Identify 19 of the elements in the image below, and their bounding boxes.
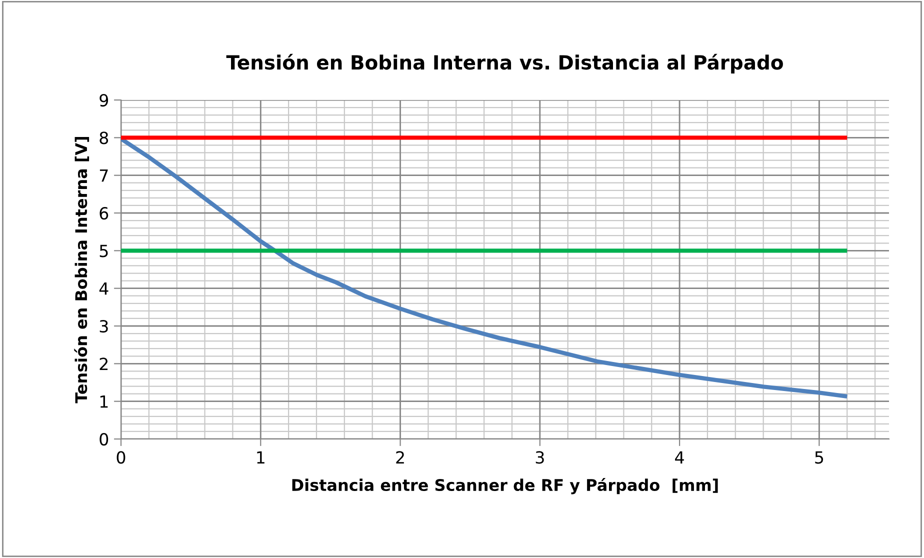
y-tick-label: 1 bbox=[100, 396, 108, 408]
y-tick-label: 8 bbox=[100, 132, 108, 144]
x-tick-label: 2 bbox=[396, 451, 404, 464]
y-tick-label: 3 bbox=[100, 320, 108, 333]
x-tick-label: 3 bbox=[536, 451, 544, 464]
y-tick-label: 9 bbox=[100, 94, 108, 107]
y-tick-label: 7 bbox=[100, 170, 108, 182]
x-tick-label: 1 bbox=[257, 451, 264, 464]
y-tick-label: 4 bbox=[99, 282, 108, 295]
y-tick-label: 0 bbox=[100, 432, 108, 446]
chart-title: Tensión en Bobina Interna vs. Distancia al Párpado bbox=[226, 54, 783, 74]
x-axis-title: Distancia entre Scanner de RF y Párpado [mm] bbox=[292, 478, 718, 494]
y-axis-title: Tensión en Bobina Interna [V] bbox=[74, 137, 90, 404]
y-tick-label: 6 bbox=[100, 206, 108, 220]
x-tick-label: 0 bbox=[116, 451, 126, 464]
x-tick-label: 4 bbox=[675, 451, 684, 464]
x-tick-label: 5 bbox=[815, 451, 824, 464]
y-tick-label: 2 bbox=[100, 358, 108, 370]
y-tick-label: 5 bbox=[100, 244, 108, 258]
